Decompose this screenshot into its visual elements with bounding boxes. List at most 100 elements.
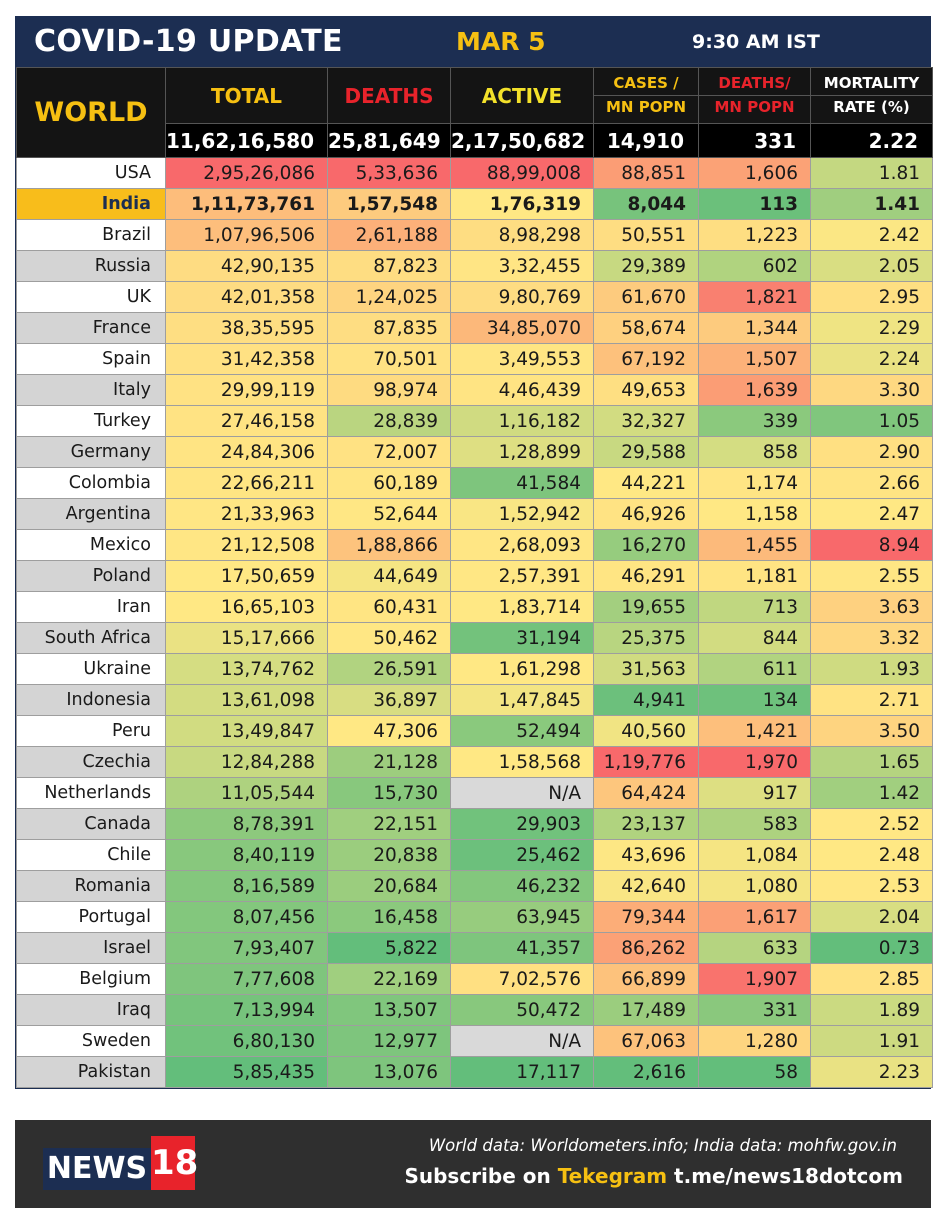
cell-deaths-mn: 1,421	[698, 715, 811, 747]
table-row: Mexico 21,12,508 1,88,866 2,68,093 16,270 1,4…	[16, 529, 933, 561]
cell-cases-mn: 19,655	[593, 591, 699, 623]
cell-cases-mn: 29,389	[593, 250, 699, 282]
cell-mortality: 3.63	[810, 591, 933, 623]
cell-total: 22,66,211	[165, 467, 328, 499]
country-name: Netherlands	[16, 777, 166, 809]
cell-active: 3,32,455	[450, 250, 594, 282]
cell-cases-mn: 86,262	[593, 932, 699, 964]
cell-total: 5,85,435	[165, 1056, 328, 1088]
table-row: Russia 42,90,135 87,823 3,32,455 29,389 602 2.…	[16, 250, 933, 282]
cell-deaths: 16,458	[327, 901, 451, 933]
country-name: Belgium	[16, 963, 166, 995]
cell-deaths: 47,306	[327, 715, 451, 747]
country-name: Indonesia	[16, 684, 166, 716]
cell-deaths: 13,076	[327, 1056, 451, 1088]
cell-mortality: 2.23	[810, 1056, 933, 1088]
country-rows: USA 2,95,26,086 5,33,636 88,99,008 88,851 1,6…	[16, 157, 933, 1088]
cell-mortality: 2.90	[810, 436, 933, 468]
cell-active: 1,76,319	[450, 188, 594, 220]
update-time: 9:30 AM IST	[692, 31, 820, 53]
cell-deaths: 26,591	[327, 653, 451, 685]
country-name: Spain	[16, 343, 166, 375]
cell-total: 38,35,595	[165, 312, 328, 344]
cell-deaths: 22,169	[327, 963, 451, 995]
table-row: Turkey 27,46,158 28,839 1,16,182 32,327 339 1.…	[16, 405, 933, 437]
cell-deaths-mn: 1,080	[698, 870, 811, 902]
country-name: Iraq	[16, 994, 166, 1026]
cell-active: 4,46,439	[450, 374, 594, 406]
cell-deaths-mn: 858	[698, 436, 811, 468]
cell-total: 7,13,994	[165, 994, 328, 1026]
update-date: MAR 5	[456, 27, 546, 56]
cell-deaths: 87,823	[327, 250, 451, 282]
cell-deaths: 15,730	[327, 777, 451, 809]
cell-cases-mn: 64,424	[593, 777, 699, 809]
cell-cases-mn: 44,221	[593, 467, 699, 499]
header-mortality-rate-line2: RATE (%)	[811, 95, 932, 119]
cell-deaths-mn: 1,158	[698, 498, 811, 530]
footer: NEWS 18 World data: Worldometers.info; I…	[15, 1120, 931, 1208]
cell-deaths-mn: 113	[698, 188, 811, 220]
cell-active: 7,02,576	[450, 963, 594, 995]
cell-total: 29,99,119	[165, 374, 328, 406]
cell-deaths-mn: 1,084	[698, 839, 811, 871]
cell-mortality: 2.47	[810, 498, 933, 530]
country-name: Czechia	[16, 746, 166, 778]
cell-active: 1,83,714	[450, 591, 594, 623]
cell-cases-mn: 50,551	[593, 219, 699, 251]
cell-mortality: 1.65	[810, 746, 933, 778]
cell-deaths-mn: 1,907	[698, 963, 811, 995]
cell-deaths: 5,33,636	[327, 157, 451, 189]
cell-deaths-mn: 1,174	[698, 467, 811, 499]
cell-total: 6,80,130	[165, 1025, 328, 1057]
cell-deaths-mn: 1,639	[698, 374, 811, 406]
cell-deaths-mn: 1,970	[698, 746, 811, 778]
cell-deaths-mn: 1,617	[698, 901, 811, 933]
table-row: Israel 7,93,407 5,822 41,357 86,262 633 0.73	[16, 932, 933, 964]
cell-mortality: 2.53	[810, 870, 933, 902]
cell-total: 13,49,847	[165, 715, 328, 747]
cell-mortality: 2.42	[810, 219, 933, 251]
page-title: COVID-19 UPDATE	[34, 24, 343, 59]
cell-cases-mn: 29,588	[593, 436, 699, 468]
cell-deaths-mn: 58	[698, 1056, 811, 1088]
header-cases-per-million: CASES / MN POPN	[593, 67, 699, 124]
cell-cases-mn: 66,899	[593, 963, 699, 995]
cell-deaths: 5,822	[327, 932, 451, 964]
world-active: 2,17,50,682	[450, 123, 594, 158]
cell-cases-mn: 61,670	[593, 281, 699, 313]
cell-cases-mn: 17,489	[593, 994, 699, 1026]
cell-cases-mn: 16,270	[593, 529, 699, 561]
cell-total: 21,12,508	[165, 529, 328, 561]
cell-deaths: 20,838	[327, 839, 451, 871]
cell-active: 25,462	[450, 839, 594, 871]
cell-total: 15,17,666	[165, 622, 328, 654]
cell-total: 42,01,358	[165, 281, 328, 313]
cell-active: 3,49,553	[450, 343, 594, 375]
cell-cases-mn: 31,563	[593, 653, 699, 685]
country-name: Colombia	[16, 467, 166, 499]
cell-mortality: 1.42	[810, 777, 933, 809]
header-active: ACTIVE	[450, 67, 594, 124]
cell-total: 8,78,391	[165, 808, 328, 840]
country-name: USA	[16, 157, 166, 189]
cell-cases-mn: 2,616	[593, 1056, 699, 1088]
cell-total: 16,65,103	[165, 591, 328, 623]
cell-deaths: 50,462	[327, 622, 451, 654]
cell-mortality: 2.95	[810, 281, 933, 313]
cell-cases-mn: 1,19,776	[593, 746, 699, 778]
cell-active: 52,494	[450, 715, 594, 747]
cell-total: 1,07,96,506	[165, 219, 328, 251]
cell-deaths-mn: 917	[698, 777, 811, 809]
cell-active: 1,52,942	[450, 498, 594, 530]
country-name: Pakistan	[16, 1056, 166, 1088]
cell-cases-mn: 49,653	[593, 374, 699, 406]
cell-deaths-mn: 1,455	[698, 529, 811, 561]
cell-active: 41,584	[450, 467, 594, 499]
cell-deaths-mn: 713	[698, 591, 811, 623]
subscribe-link[interactable]: t.me/news18dotcom	[667, 1164, 903, 1188]
world-total: 11,62,16,580	[165, 123, 328, 158]
cell-deaths-mn: 633	[698, 932, 811, 964]
cell-total: 7,77,608	[165, 963, 328, 995]
cell-total: 17,50,659	[165, 560, 328, 592]
